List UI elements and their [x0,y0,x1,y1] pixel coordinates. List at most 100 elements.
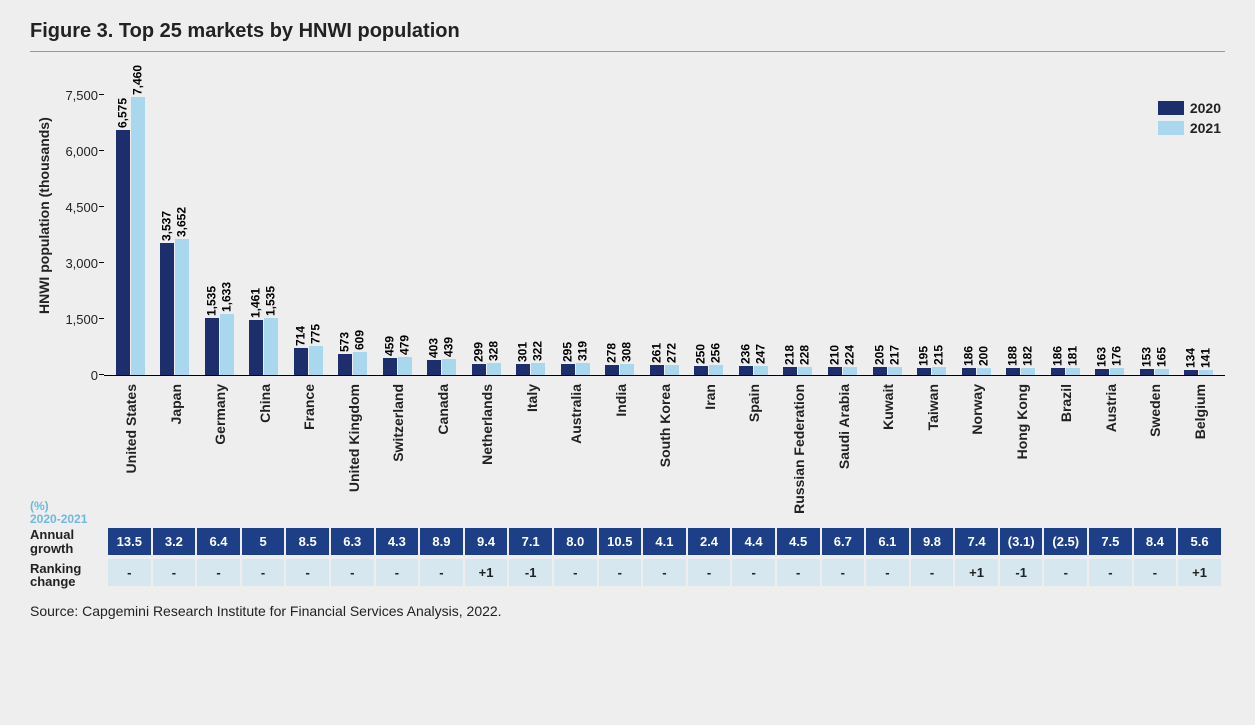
bar-value-label: 299 [471,342,485,364]
bar-value-label: 278 [605,343,619,365]
figure-container: Figure 3. Top 25 markets by HNWI populat… [0,0,1255,725]
x-axis-label: Japan [153,380,198,500]
x-axis-label: China [242,380,287,500]
ranking-change-cell: - [599,559,642,586]
bar-value-label: 319 [576,341,590,363]
bar-2021: 775 [309,346,323,375]
ranking-change-cell: - [286,559,329,586]
bar-2020: 134 [1184,370,1198,375]
bar-value-label: 165 [1154,347,1168,369]
bar-2021: 215 [932,367,946,375]
summary-cells: 13.53.26.458.56.34.38.99.47.18.010.54.12… [104,500,1225,589]
annual-growth-cell: 8.9 [420,528,463,555]
bar-2021: 141 [1199,370,1213,375]
bar-2020: 278 [605,365,619,375]
bar-2021: 176 [1110,368,1124,375]
period-label: (%) 2020-2021 [30,500,104,526]
bar-value-label: 228 [798,344,812,366]
annual-growth-cell: 8.4 [1134,528,1177,555]
bar-group: 210224 [820,367,865,375]
bar-group: 205217 [865,367,910,375]
bar-value-label: 200 [976,346,990,368]
x-axis-label: United Kingdom [331,380,376,500]
title-rule [30,51,1225,52]
ranking-change-cell: - [643,559,686,586]
bar-value-label: 256 [709,343,723,365]
bar-2020: 188 [1006,368,1020,375]
x-axis-label: Belgium [1176,380,1221,500]
ranking-change-cell: - [777,559,820,586]
x-axis-label: Italy [509,380,554,500]
annual-growth-cell: 5 [242,528,285,555]
bar-value-label: 3,537 [160,211,174,243]
bar-value-label: 1,461 [249,288,263,320]
bar-2021: 256 [709,365,723,375]
y-axis-ticks: 7,5006,0004,5003,0001,5000 [54,56,104,376]
bar-value-label: 181 [1065,346,1079,368]
ranking-change-cell: - [554,559,597,586]
bar-2020: 1,461 [249,320,263,375]
ranking-change-cell: -1 [1000,559,1043,586]
annual-growth-cell: 3.2 [153,528,196,555]
bar-group: 6,5757,460 [108,97,153,376]
bar-value-label: 1,535 [204,286,218,318]
bar-value-label: 218 [783,345,797,367]
annual-growth-cell: 9.4 [465,528,508,555]
bar-value-label: 261 [650,343,664,365]
ranking-change-cell: - [822,559,865,586]
bar-value-label: 1,633 [219,282,233,314]
bar-2020: 459 [383,358,397,375]
bar-2020: 250 [694,366,708,375]
bar-group: 188182 [998,368,1043,375]
bar-value-label: 328 [486,341,500,363]
bar-value-label: 272 [665,343,679,365]
bar-value-label: 186 [1050,346,1064,368]
bar-group: 573609 [331,352,376,375]
bar-value-label: 301 [516,342,530,364]
ranking-change-cell: - [242,559,285,586]
x-axis-label: Canada [420,380,465,500]
bar-value-label: 153 [1139,347,1153,369]
bar-group: 1,4611,535 [242,318,287,375]
x-axis-label: Russian Federation [776,380,821,500]
ranking-change-cell: +1 [955,559,998,586]
bar-2021: 181 [1066,368,1080,375]
plot-inner: 6,5757,460 3,5373,652 1,5351,633 1,4611,535… [104,96,1225,375]
bar-2020: 714 [294,348,308,375]
x-axis-labels: United StatesJapanGermanyChinaFranceUnit… [104,376,1225,500]
ranking-change-cell: - [732,559,775,586]
annual-growth-cell: 7.4 [955,528,998,555]
bar-2021: 319 [576,363,590,375]
annual-growth-cell: 5.6 [1178,528,1221,555]
bar-value-label: 182 [1021,346,1035,368]
bar-2020: 6,575 [116,130,130,375]
bar-value-label: 247 [754,344,768,366]
bar-value-label: 308 [620,341,634,363]
x-axis-label: Australia [553,380,598,500]
ranking-change-cell: +1 [1178,559,1221,586]
summary-table: (%) 2020-2021 Annual growth Ranking chan… [30,500,1225,589]
bar-group: 186181 [1043,368,1088,375]
x-axis-label: Saudi Arabia [820,380,865,500]
bar-value-label: 7,460 [130,64,144,96]
annual-growth-cell: 10.5 [599,528,642,555]
annual-growth-cell: 7.1 [509,528,552,555]
bar-value-label: 459 [382,336,396,358]
bar-2021: 328 [487,363,501,375]
bar-2021: 217 [888,367,902,375]
x-axis-label: Austria [1087,380,1132,500]
summary-row-labels: (%) 2020-2021 Annual growth Ranking chan… [30,500,104,589]
ranking-change-cell: - [911,559,954,586]
bar-value-label: 134 [1184,348,1198,370]
x-axis-label: United States [108,380,153,500]
annual-growth-cell: 13.5 [108,528,151,555]
bar-value-label: 210 [828,345,842,367]
ranking-change-cell: - [1044,559,1087,586]
bar-value-label: 573 [338,332,352,354]
bar-value-label: 217 [887,345,901,367]
bar-2021: 3,652 [175,239,189,375]
bar-2020: 195 [917,368,931,375]
bar-2021: 228 [798,367,812,376]
x-axis-label: Iran [687,380,732,500]
x-axis-label: Spain [731,380,776,500]
